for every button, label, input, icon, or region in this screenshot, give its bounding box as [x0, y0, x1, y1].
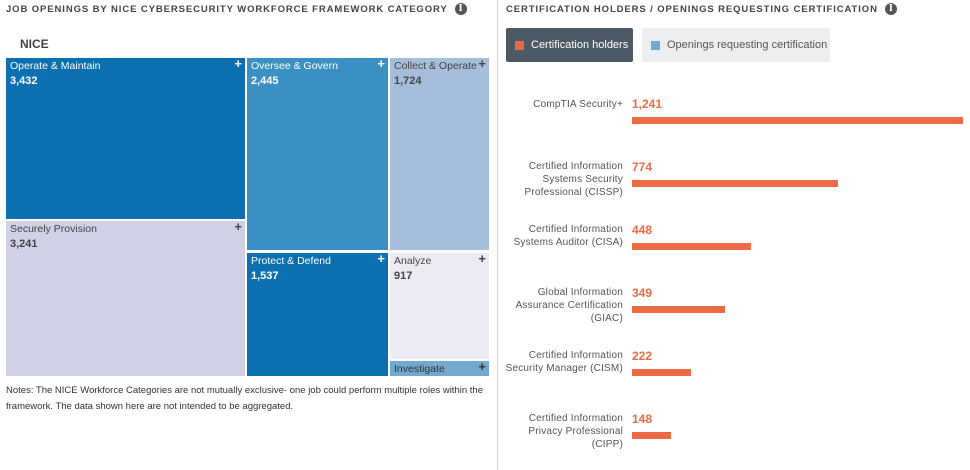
treemap-title: JOB OPENINGS BY NICE CYBERSECURITY WORKF… [6, 3, 467, 15]
cert-data-label: 1,241 [632, 97, 663, 111]
treemap-tile-operate-and-maintain[interactable]: Operate & Maintain 3,432 + [6, 58, 245, 219]
cert-bar[interactable] [632, 369, 691, 376]
treemap-tile-investigate[interactable]: Investigate + [390, 361, 489, 376]
treemap-tile-protect-and-defend[interactable]: Protect & Defend 1,537 + [247, 253, 388, 376]
cert-bar[interactable] [632, 432, 671, 439]
legend-swatch-holders [515, 40, 524, 50]
expand-plus-icon[interactable]: + [234, 221, 242, 234]
expand-plus-icon[interactable]: + [377, 58, 385, 71]
expand-plus-icon[interactable]: + [234, 58, 242, 71]
expand-plus-icon[interactable]: + [478, 361, 486, 374]
treemap-notes: Notes: The NICE Workforce Categories are… [6, 385, 483, 412]
cert-category-label: Certified Information Privacy Profession… [528, 413, 623, 450]
treemap-tile-value: 1,724 [394, 75, 422, 87]
cert-data-label: 448 [632, 223, 653, 237]
legend-swatch-openings [651, 40, 660, 50]
treemap-tile-label: Analyze [394, 255, 432, 267]
cert-bar[interactable] [632, 180, 838, 187]
cert-chart-title: CERTIFICATION HOLDERS / OPENINGS REQUEST… [506, 3, 897, 15]
cert-data-label: 222 [632, 349, 653, 363]
treemap-tile-label: Operate & Maintain [10, 60, 101, 72]
cert-data-label: 349 [632, 286, 653, 300]
treemap-tile-value: 1,537 [251, 270, 279, 282]
legend-openings-button[interactable]: Openings requesting certification [642, 28, 830, 62]
cert-category-label: Global Information Assurance Certificati… [515, 287, 623, 324]
treemap-title-text: JOB OPENINGS BY NICE CYBERSECURITY WORKF… [6, 3, 448, 15]
treemap-root-label[interactable]: NICE [20, 37, 49, 51]
expand-plus-icon[interactable]: + [478, 58, 486, 71]
info-icon[interactable]: i [454, 3, 467, 15]
treemap-tile-label: Investigate [394, 363, 445, 375]
treemap-tile-value: 3,241 [10, 238, 38, 250]
treemap-tile-value: 917 [394, 270, 413, 282]
treemap-tile-label: Protect & Defend [251, 255, 331, 267]
legend-certification-holders-button[interactable]: Certification holders [506, 28, 633, 62]
treemap-tile-analyze[interactable]: Analyze 917 + [390, 253, 489, 359]
treemap-tile-value: 2,445 [251, 75, 279, 87]
legend-label: Openings requesting certification [667, 39, 828, 51]
cert-category-label: Certified Information Systems Auditor (C… [513, 224, 623, 248]
treemap-tile-value: 3,432 [10, 75, 38, 87]
expand-plus-icon[interactable]: + [377, 253, 385, 266]
info-icon[interactable]: i [884, 3, 897, 15]
cert-bar[interactable] [632, 306, 725, 313]
cert-bar[interactable] [632, 117, 963, 124]
treemap-tile-label: Oversee & Govern [251, 60, 338, 72]
cert-chart-title-text: CERTIFICATION HOLDERS / OPENINGS REQUEST… [506, 3, 878, 15]
cert-category-label: CompTIA Security+ [533, 99, 623, 110]
cert-category-label: Certified Information Systems Security P… [524, 161, 623, 198]
cert-data-label: 148 [632, 412, 653, 426]
cert-category-label: Certified Information Security Manager (… [505, 350, 623, 374]
treemap-tile-label: Collect & Operate [394, 60, 477, 72]
treemap-tile-collect-and-operate[interactable]: Collect & Operate 1,724 + [390, 58, 489, 250]
treemap-tile-oversee-and-govern[interactable]: Oversee & Govern 2,445 + [247, 58, 388, 250]
legend-label: Certification holders [531, 39, 629, 51]
panel-divider [497, 0, 498, 470]
expand-plus-icon[interactable]: + [478, 253, 486, 266]
cert-bar[interactable] [632, 243, 751, 250]
treemap-tile-label: Securely Provision [10, 223, 97, 235]
cert-data-label: 774 [632, 160, 653, 174]
treemap-tile-securely-provision[interactable]: Securely Provision 3,241 + [6, 221, 245, 376]
